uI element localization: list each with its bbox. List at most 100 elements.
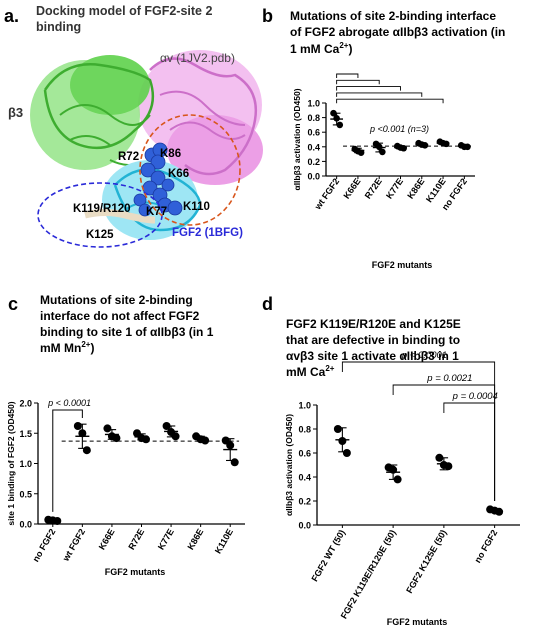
b-comparison-bracket (336, 92, 423, 97)
c-data-point (103, 424, 112, 433)
b-x-axis-title: FGF2 mutants (372, 260, 433, 270)
beta3-structure (30, 55, 155, 170)
b-ytick-label: 0.8 (307, 113, 320, 123)
b-ytick-label: 0.6 (307, 128, 320, 138)
b-data-point (336, 121, 344, 129)
c-category-label: K66E (97, 527, 117, 551)
b-data-point (379, 148, 386, 156)
chart-c: 0.0 0.5 1.0 1.5 2.0 no FGF2 wt FGF2 K66E R72E K77… (6, 398, 245, 577)
b-data-point (421, 142, 429, 149)
c-ytick-label: 1.5 (19, 429, 32, 439)
c-category-label: K77E (156, 527, 176, 551)
c-data-point (171, 432, 180, 441)
panel-a-title-line2: binding (36, 20, 81, 34)
c-ytick-label: 0.5 (19, 489, 32, 499)
b-data-point (330, 109, 337, 117)
d-category-label: FGF2 K125E (50) (404, 528, 448, 595)
d-pvalue: p < 0.0001 (401, 350, 447, 361)
b-data-point (375, 143, 383, 151)
c-data-point (201, 436, 210, 445)
panel-a-letter: a. (4, 6, 19, 26)
d-ytick-label: 0.6 (298, 449, 311, 459)
panel-a-title-line1: Docking model of FGF2-site 2 (36, 4, 212, 18)
c-category-label: K86E (185, 527, 205, 551)
panel-a: a. Docking model of FGF2-site 2 binding (4, 4, 263, 248)
label-K119R120: K119/R120 (73, 203, 131, 215)
b-category-label: K86E (405, 176, 426, 200)
b-comparison-bracket (336, 79, 380, 85)
b-category-label: K77E (384, 176, 405, 200)
b-data-point (357, 149, 365, 156)
b-category-label: wt FGF2 (312, 176, 341, 212)
residue-spheres (133, 142, 183, 217)
orange-dashed-circle (139, 114, 241, 226)
panel-b-title-line1: Mutations of site 2-binding interface (290, 9, 496, 23)
b-category-label: R72E (363, 176, 384, 200)
c-data-point (73, 421, 82, 430)
panel-c-letter: c (8, 294, 18, 314)
b-ytick-label: 0.0 (307, 172, 320, 182)
panel-d: d FGF2 K119E/R120E and K125E that are de… (262, 294, 520, 627)
c-category-label: no FGF2 (31, 527, 58, 564)
panel-d-title-line2: that are defective in binding to (286, 333, 460, 347)
c-category-label: K110E (213, 527, 235, 555)
d-ytick-label: 0.4 (298, 473, 311, 483)
d-data-point (495, 507, 504, 516)
c-data-point (226, 441, 235, 450)
d-ytick-label: 0.2 (298, 497, 311, 507)
d-ytick-label: 0.8 (298, 425, 311, 435)
d-ytick-label: 1.0 (298, 401, 311, 411)
b-comparison-bracket (336, 98, 444, 104)
d-data-point (435, 453, 444, 462)
c-category-label: R72E (126, 527, 146, 551)
panel-d-title-line1: FGF2 K119E/R120E and K125E (286, 317, 461, 331)
alpha-v-structure (138, 50, 263, 185)
c-data-point (162, 421, 171, 430)
panel-c-title-line2: interface do not affect FGF2 (40, 309, 200, 323)
strand-shape (84, 209, 156, 224)
label-K110: K110 (183, 201, 210, 213)
c-x-axis-title: FGF2 mutants (105, 567, 166, 577)
c-pvalue: p < 0.0001 (47, 398, 91, 408)
c-y-axis-title: site 1 binding of FGF2 (OD450) (6, 401, 16, 525)
b-data-point (333, 115, 340, 122)
c-data-point (142, 435, 150, 444)
panel-d-title-line3: αvβ3 site 1 activate αIIbβ3 in 1 (286, 349, 459, 363)
b-ytick-label: 0.2 (307, 157, 320, 167)
c-data-point (78, 429, 87, 438)
panel-c: c Mutations of site 2-binding interface … (6, 293, 245, 577)
b-y-axis-title: αIIbβ3 activation (OD450) (292, 88, 302, 190)
d-ytick-label: 0.0 (298, 521, 311, 531)
d-pvalue: p = 0.0021 (426, 373, 472, 384)
b-data-point (442, 140, 450, 148)
c-comparison-bracket (52, 409, 83, 512)
chart-d: 0.0 0.2 0.4 0.6 0.8 1.0 FGF2 WT (50)FGF2 K119E… (284, 350, 520, 627)
c-category-label: wt FGF2 (60, 527, 87, 564)
d-data-point (393, 475, 402, 484)
panel-d-letter: d (262, 294, 273, 314)
panel-b: b Mutations of site 2-binding interface … (262, 6, 505, 270)
panel-b-letter: b (262, 6, 273, 26)
b-category-label: K66E (341, 176, 362, 200)
d-data-point (389, 465, 398, 474)
d-x-axis-title: FGF2 mutants (387, 617, 448, 627)
b-comparison-bracket (336, 73, 359, 78)
d-pvalue: p = 0.0004 (452, 391, 498, 402)
c-data-point (230, 458, 239, 467)
panel-b-pvalue: p <0.001 (n=3) (369, 124, 429, 134)
c-data-point (112, 434, 121, 443)
d-data-point (333, 425, 342, 433)
panel-c-title-line3: binding to site 1 of αIIbβ3 (in 1 (40, 325, 214, 339)
label-K66: K66 (168, 168, 189, 180)
b-comparison-bracket (336, 86, 401, 91)
d-comparison-bracket (392, 384, 496, 501)
panel-c-title-line1: Mutations of site 2-binding (40, 293, 193, 307)
label-fgf2: FGF2 (1BFG) (172, 227, 243, 239)
b-ytick-label: 0.4 (307, 142, 320, 152)
d-data-point (338, 437, 347, 445)
b-data-point (464, 143, 471, 151)
label-K125: K125 (86, 229, 114, 241)
c-ytick-label: 0.0 (19, 520, 32, 530)
